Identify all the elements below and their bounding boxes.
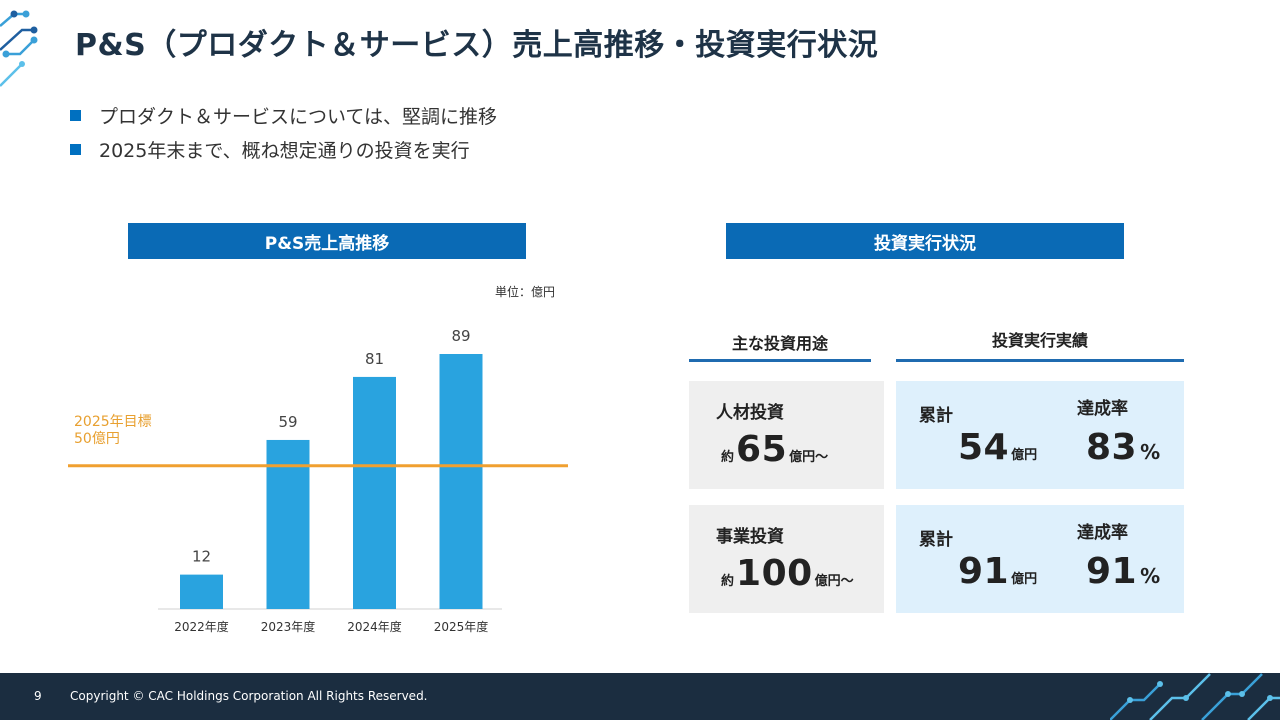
achievement-rate-unit: %: [1140, 564, 1161, 588]
investment-result-card: 累計 達成率 91 億円 91 %: [896, 505, 1184, 613]
circuit-decoration-icon: [1110, 673, 1280, 720]
data-label: 81: [365, 350, 384, 368]
cumulative-value: 91: [958, 551, 1010, 592]
planned-amount: 約 65 億円～: [721, 429, 828, 470]
x-tick-label: 2023年度: [261, 619, 316, 634]
footer: 9 Copyright © CAC Holdings Corporation A…: [0, 673, 1280, 720]
planned-suffix: 億円～: [789, 450, 829, 465]
target-label-line1: 2025年目標: [74, 414, 152, 430]
data-label: 12: [192, 548, 211, 566]
investment-use-card: 人材投資 約 65 億円～: [689, 381, 884, 489]
target-label-line2: 50億円: [74, 431, 120, 447]
planned-value: 65: [736, 429, 788, 470]
cumulative-value: 54: [958, 427, 1010, 468]
achievement-rate-label: 達成率: [1077, 523, 1128, 543]
investment-category: 事業投資: [716, 527, 784, 547]
target-label: 2025年目標 50億円: [74, 414, 152, 448]
x-tick-label: 2025年度: [434, 619, 489, 634]
page-number: 9: [34, 689, 42, 703]
cumulative-label: 累計: [919, 406, 953, 426]
achievement-rate: 83 %: [1086, 427, 1160, 468]
planned-prefix: 約: [721, 574, 735, 589]
cumulative-amount: 91 億円: [958, 551, 1037, 592]
bar: [353, 376, 396, 609]
planned-value: 100: [736, 553, 813, 594]
sales-bar-chart: 12 2022年度 59 2023年度 81 2024年度 89 2025年度: [68, 327, 568, 634]
cumulative-unit: 億円: [1011, 572, 1038, 587]
investment-use-card: 事業投資 約 100 億円～: [689, 505, 884, 613]
cumulative-label: 累計: [919, 530, 953, 550]
investment-category: 人材投資: [716, 403, 784, 423]
data-label: 59: [278, 413, 297, 431]
circuit-decoration-icon: [0, 10, 38, 87]
bullet-list: プロダクト＆サービスについては、堅調に推移 2025年末まで、概ね想定通りの投資…: [70, 98, 497, 166]
unit-label: 単位：億円: [495, 285, 556, 299]
investment-use-underline: [689, 359, 871, 362]
bullet-square-icon: [70, 109, 81, 121]
data-label: 89: [451, 327, 470, 345]
x-tick-label: 2022年度: [174, 619, 229, 634]
achievement-rate-value: 91: [1086, 551, 1138, 592]
cumulative-unit: 億円: [1011, 448, 1038, 463]
investment-use-header: 主な投資用途: [731, 334, 828, 353]
investment-status-header: 投資実行状況: [726, 223, 1124, 259]
bullet-item: 2025年末まで、概ね想定通りの投資を実行: [70, 132, 497, 166]
page-title: P&S（プロダクト＆サービス）売上高推移・投資実行状況: [75, 28, 879, 63]
achievement-rate-label: 達成率: [1077, 399, 1128, 419]
copyright-text: Copyright © CAC Holdings Corporation All…: [70, 689, 428, 703]
cumulative-amount: 54 億円: [958, 427, 1037, 468]
investment-result-card: 累計 達成率 54 億円 83 %: [896, 381, 1184, 489]
bullet-square-icon: [70, 143, 81, 155]
achievement-rate-unit: %: [1140, 440, 1161, 464]
bar: [439, 354, 483, 609]
planned-amount: 約 100 億円～: [721, 553, 854, 594]
x-tick-label: 2024年度: [347, 619, 402, 634]
bullet-item: プロダクト＆サービスについては、堅調に推移: [70, 98, 497, 132]
bullet-text: プロダクト＆サービスについては、堅調に推移: [99, 105, 498, 128]
bar: [266, 439, 310, 609]
bullet-text: 2025年末まで、概ね想定通りの投資を実行: [99, 139, 470, 162]
planned-prefix: 約: [721, 450, 735, 465]
achievement-rate: 91 %: [1086, 551, 1160, 592]
planned-suffix: 億円～: [814, 574, 854, 589]
sales-chart-header: P&S売上高推移: [128, 223, 526, 259]
bar: [180, 574, 223, 609]
investment-results-header: 投資実行実績: [991, 331, 1088, 350]
investment-results-underline: [896, 359, 1184, 362]
achievement-rate-value: 83: [1086, 427, 1138, 468]
